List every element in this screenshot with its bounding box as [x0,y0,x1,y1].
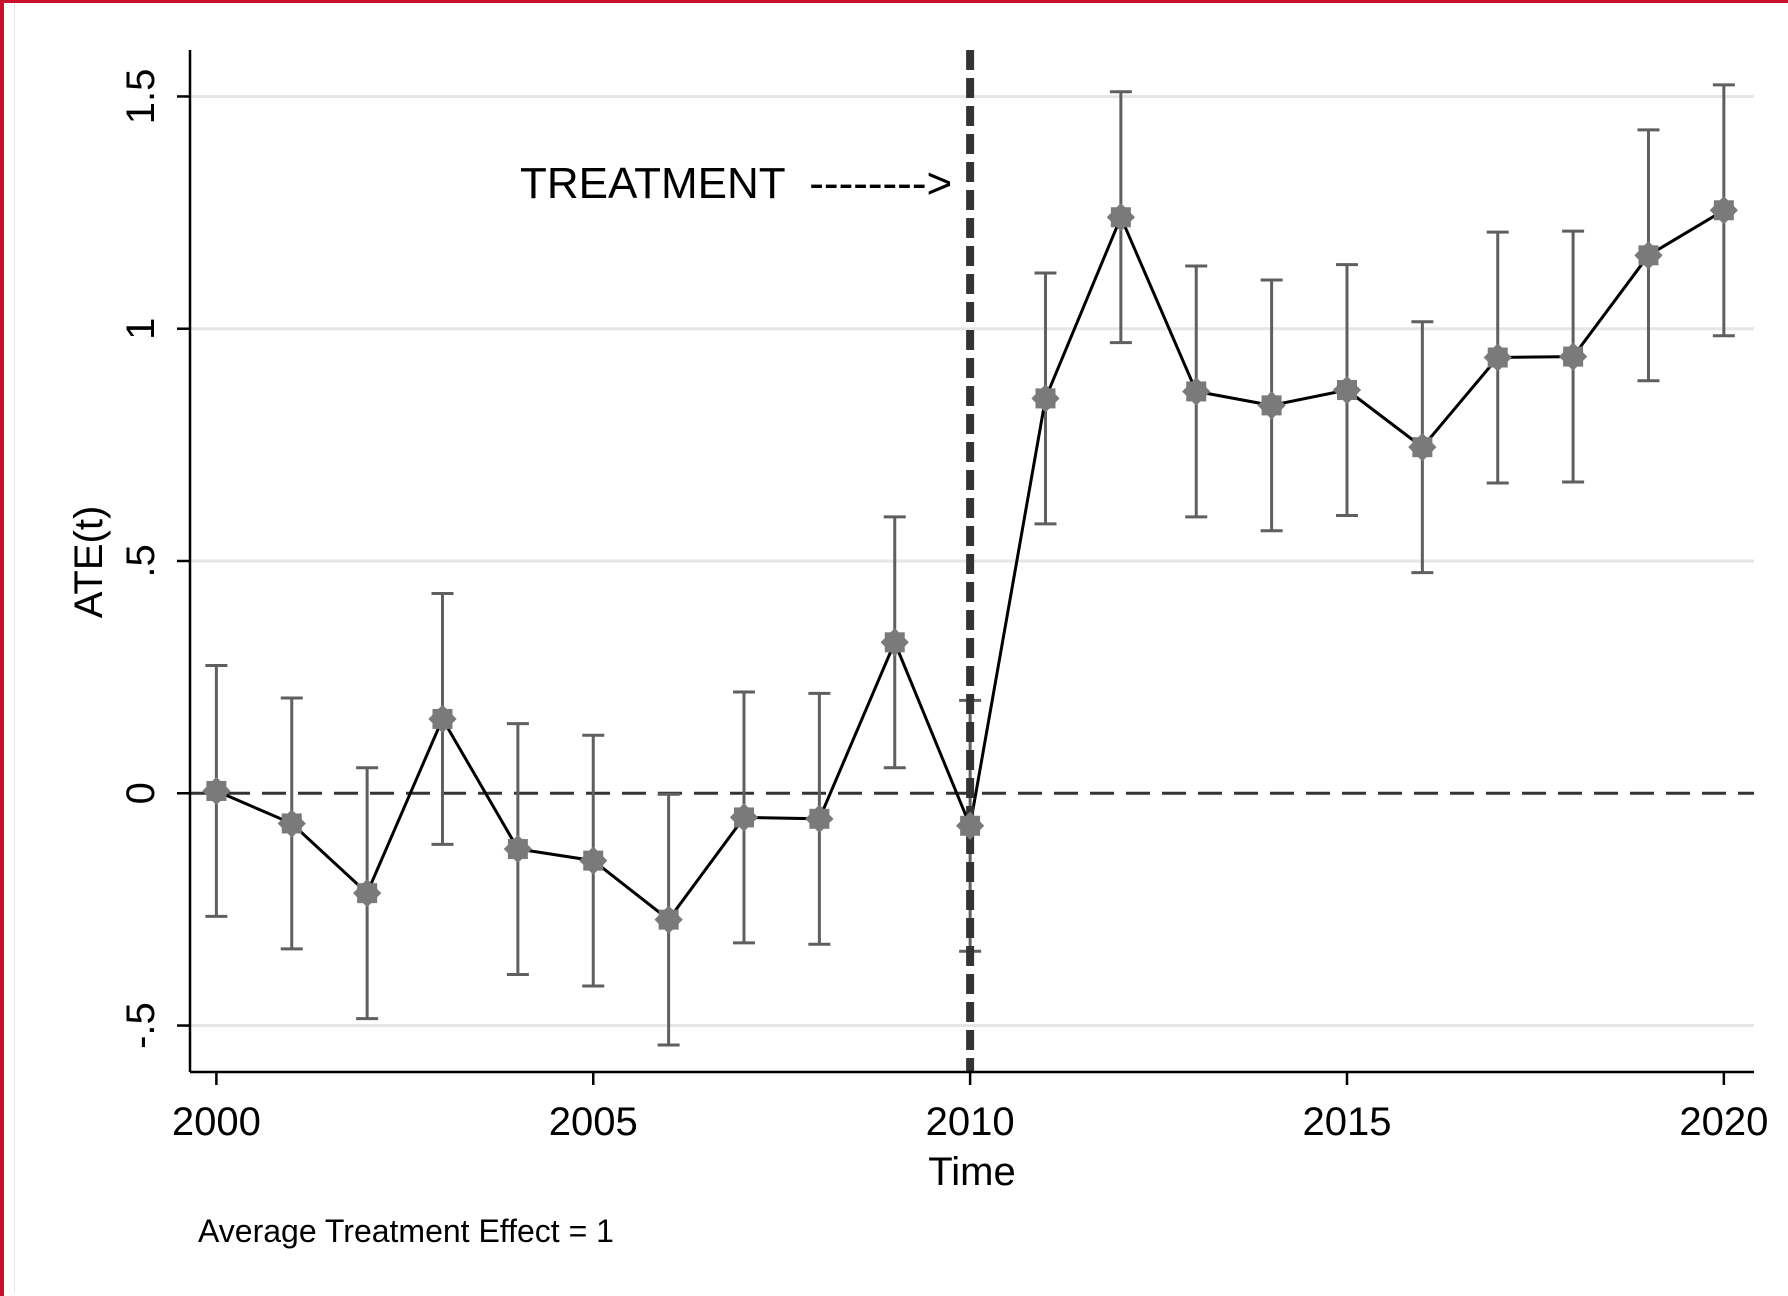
x-axis-ticks: 2000 2005 2010 2015 2020 [172,1072,1768,1144]
data-point-accent [579,846,608,875]
x-tick-label: 2005 [549,1100,638,1144]
data-point-accent [428,704,457,734]
data-point-accent [1483,343,1512,372]
top-border [0,0,1788,3]
data-point-accent [880,628,909,657]
data-point-accent [352,879,382,908]
y-tick-label: 1.5 [119,69,163,125]
data-point-accent [1558,342,1588,371]
data-point-accent [805,804,834,833]
data-point-accent [1408,433,1437,462]
data-point-accent [503,834,533,864]
data-point-accent [955,811,985,840]
y-tick-label: 1 [119,318,163,340]
y-tick-label: 0 [119,782,163,804]
left-border [0,0,4,1296]
data-point-accent [1332,375,1362,405]
data-point-accent [654,905,683,934]
y-axis-title: ATE(t) [67,506,111,619]
x-tick-label: 2010 [926,1100,1015,1144]
y-axis-ticks: -.5 0 .5 1 1.5 [119,69,190,1049]
x-tick-label: 2015 [1302,1100,1391,1144]
y-tick-label: -.5 [119,1002,163,1049]
data-point-accent [1031,384,1060,413]
data-point-accent [1634,241,1663,270]
x-tick-label: 2020 [1679,1100,1768,1144]
data-point-accent [202,776,231,806]
frame-line [14,3,15,1293]
y-tick-label: .5 [119,544,163,577]
x-tick-label: 2000 [172,1100,261,1144]
data-point-accent [1182,377,1211,406]
series-markers [202,196,1738,934]
axes: 2000 2005 2010 2015 2020 -.5 0 .5 1 1.5 [119,50,1768,1144]
data-point-accent [1709,196,1738,225]
data-point-accent [1106,203,1136,232]
data-point-accent [277,809,306,838]
data-point-accent [1257,391,1286,420]
x-axis-title: Time [928,1150,1015,1194]
data-point-accent [729,803,759,832]
treatment-annotation: TREATMENT --------> [520,159,952,208]
average-effect-note: Average Treatment Effect = 1 [198,1213,614,1249]
